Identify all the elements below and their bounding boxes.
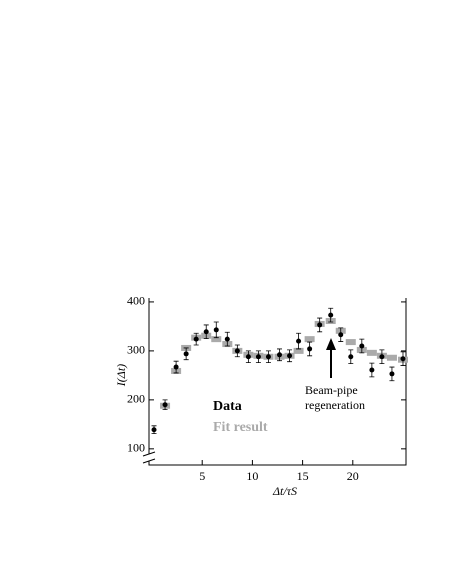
y-tick-label: 200 — [127, 392, 145, 406]
x-axis-label: Δt/τS — [272, 484, 297, 498]
x-tick-label: 15 — [297, 469, 309, 483]
data-point — [183, 351, 189, 357]
fit-bin — [345, 339, 356, 346]
data-point — [265, 354, 271, 360]
data-point — [338, 332, 344, 338]
data-point — [389, 371, 395, 377]
fit-bin — [366, 349, 377, 356]
x-tick-label: 10 — [246, 469, 258, 483]
data-point — [213, 327, 219, 333]
data-point — [307, 346, 313, 352]
data-point — [287, 353, 293, 359]
data-point — [400, 356, 406, 362]
fit-bin — [386, 354, 397, 361]
axis-break — [142, 451, 156, 464]
data-point — [245, 354, 251, 360]
data-point — [193, 336, 199, 342]
legend-label: Fit result — [213, 420, 268, 435]
data-point — [173, 364, 179, 370]
y-tick-label: 100 — [127, 441, 145, 455]
data-point — [224, 336, 230, 342]
fit-bin — [304, 336, 315, 343]
annotation: regeneration — [305, 398, 365, 412]
y-tick-label: 400 — [127, 294, 145, 308]
fit-bin — [293, 347, 304, 354]
x-tick-label: 20 — [347, 469, 359, 483]
data-point — [348, 354, 354, 360]
data-point — [255, 354, 261, 360]
data-point — [162, 402, 168, 408]
data-point — [379, 354, 385, 360]
data-point — [317, 322, 323, 328]
x-tick-label: 5 — [199, 469, 205, 483]
data-point — [277, 352, 283, 358]
data-point — [296, 338, 302, 344]
data-point — [359, 343, 365, 349]
data-point — [203, 329, 209, 335]
data-point — [234, 348, 240, 354]
legend-label: Data — [213, 399, 242, 414]
fit-bin — [211, 336, 222, 343]
arrow-head — [326, 338, 336, 350]
y-axis-label: I(Δt) — [114, 364, 128, 387]
data-point — [369, 367, 375, 373]
annotation: Beam-pipe — [305, 383, 358, 397]
axis-frame — [148, 298, 407, 466]
data-point — [151, 427, 157, 433]
data-point — [328, 312, 334, 318]
y-tick-label: 300 — [127, 343, 145, 357]
